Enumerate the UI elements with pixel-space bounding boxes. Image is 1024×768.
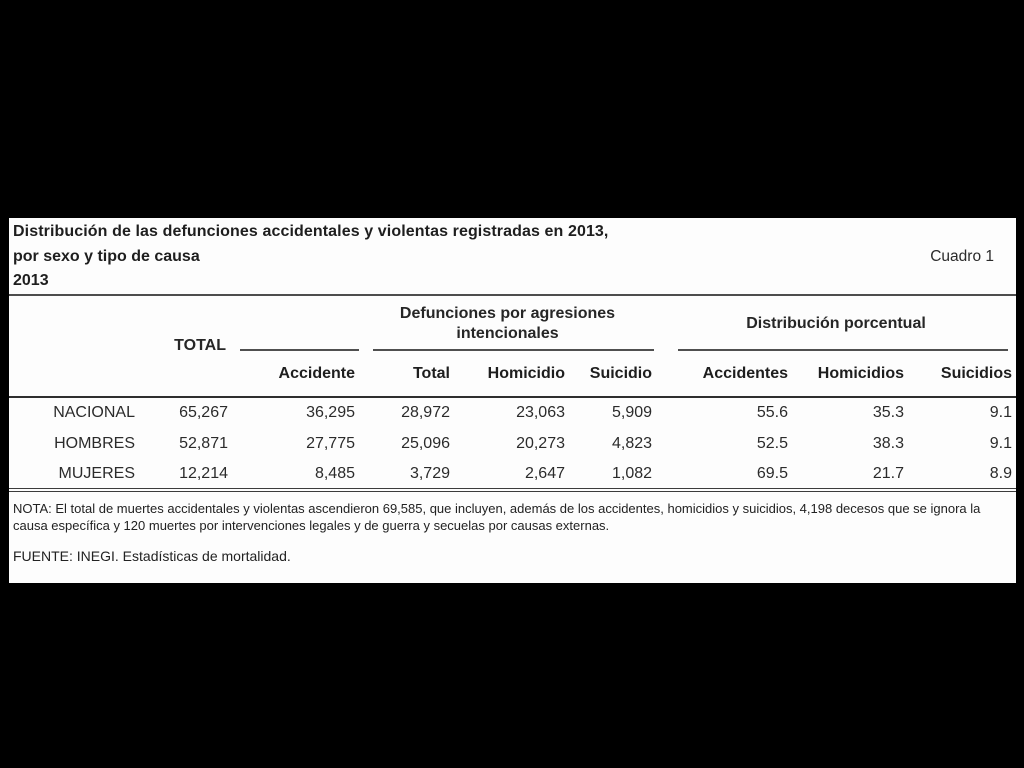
source-text: FUENTE: INEGI. Estadísticas de mortalida… [13, 548, 291, 564]
table-row-hombres: HOMBRES 52,871 27,775 25,096 20,273 4,82… [9, 428, 1016, 459]
cell-pct-suicidios: 9.1 [989, 404, 1013, 421]
cell-accidente: 8,485 [314, 464, 355, 482]
cell-total: 12,214 [179, 464, 228, 482]
cell-homicidio: 2,647 [524, 464, 565, 482]
cell-pct-accidentes: 55.6 [756, 404, 789, 421]
cell-suicidio: 4,823 [611, 434, 653, 452]
cell-pct-accidentes: 52.5 [756, 434, 789, 452]
cell-pct-suicidios: 8.9 [989, 464, 1013, 482]
cell-homicidio: 20,273 [516, 434, 565, 452]
table-row-mujeres: MUJERES 12,214 8,485 3,729 2,647 1,082 6… [9, 459, 1016, 490]
cell-pct-homicidios: 35.3 [872, 404, 905, 421]
corner-empty-cell [9, 296, 139, 398]
cell-agr-total: 25,096 [401, 434, 450, 452]
row-label: MUJERES [58, 464, 135, 482]
page-subtitle: por sexo y tipo de causa [13, 248, 200, 265]
row-label: HOMBRES [54, 434, 135, 452]
col-header-pct-suicidios: Suicidios [908, 351, 1016, 398]
cell-accidente: 27,775 [306, 434, 355, 452]
group-header-agresiones: Defunciones por agresiones intencionales [359, 296, 656, 351]
group-header-porcentual: Distribución porcentual [656, 296, 1016, 351]
page-title: Distribución de las defunciones accident… [13, 223, 609, 240]
note-text: NOTA: El total de muertes accidentales y… [13, 501, 981, 533]
col-header-suicidio: Suicidio [569, 351, 657, 398]
cell-pct-homicidios: 21.7 [872, 464, 905, 482]
spanner-accidente [232, 296, 359, 351]
cell-total: 52,871 [179, 434, 228, 452]
col-header-pct-homicidios: Homicidios [792, 351, 909, 398]
col-header-total: TOTAL [139, 296, 232, 398]
col-header-homicidio: Homicidio [454, 351, 569, 398]
cell-agr-total: 3,729 [409, 464, 450, 482]
cell-pct-homicidios: 38.3 [872, 434, 905, 452]
cell-accidente: 36,295 [306, 404, 355, 421]
table-row-nacional: NACIONAL 65,267 36,295 28,972 23,063 5,9… [9, 397, 1016, 428]
row-label: NACIONAL [53, 404, 135, 421]
title-block: Distribución de las defunciones accident… [9, 218, 1016, 296]
table-panel: Distribución de las defunciones accident… [9, 218, 1016, 583]
cell-pct-accidentes: 69.5 [756, 464, 789, 482]
cell-agr-total: 28,972 [401, 404, 450, 421]
year-label: 2013 [13, 272, 49, 289]
col-header-accidente: Accidente [232, 351, 359, 398]
stats-table: TOTAL Defunciones por agresiones intenci… [9, 296, 1016, 492]
cell-suicidio: 1,082 [611, 464, 653, 482]
col-header-agr-total: Total [359, 351, 454, 398]
cell-homicidio: 23,063 [516, 404, 565, 421]
col-header-pct-accidentes: Accidentes [656, 351, 793, 398]
cell-suicidio: 5,909 [611, 404, 653, 421]
cell-total: 65,267 [179, 404, 228, 421]
table-number-label: Cuadro 1 [930, 248, 994, 265]
cell-pct-suicidios: 9.1 [989, 434, 1013, 452]
